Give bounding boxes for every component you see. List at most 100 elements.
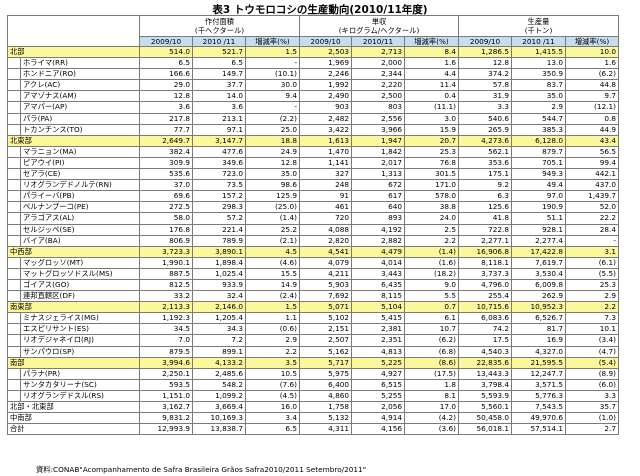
table-cell: 3.1: [565, 245, 619, 258]
table-cell: 5,071: [299, 301, 352, 314]
table-cell: 2,490: [299, 90, 352, 103]
table-cell: 272.5: [139, 201, 193, 214]
table-cell: 4,541: [299, 245, 352, 258]
table-cell: 1,025.4: [192, 267, 246, 280]
row-label: 中南部: [7, 412, 140, 425]
table-cell: 6,083.6: [458, 312, 512, 325]
table-cell: 77.7: [139, 123, 193, 136]
table-cell: 58.0: [139, 212, 193, 225]
table-cell: 1.5: [245, 301, 300, 314]
table-cell: 3,669.4: [192, 400, 246, 414]
table-row: パラ(PA) 217.8 213.1 (2.2) 2,482 2,556 3.0 540.6 5…: [7, 112, 619, 125]
table-cell: 20.7: [404, 134, 459, 147]
table-cell: 74.2: [458, 323, 512, 336]
row-label: ミナスジェライス(MG): [20, 312, 140, 325]
table-cell: 2.2: [565, 301, 619, 314]
table-cell: 6,435: [351, 278, 405, 292]
table-cell: 2.5: [404, 223, 459, 236]
row-label: ホライマ(RR): [20, 57, 140, 70]
indent-cell: [7, 267, 21, 280]
table-cell: 1,969: [299, 57, 352, 70]
table-cell: 22.2: [565, 212, 619, 225]
table-cell: 13,838.7: [192, 423, 246, 436]
row-label: マラニョン(MA): [20, 145, 140, 158]
table-cell: 933.9: [192, 278, 246, 292]
header-column-6: 2009/10: [458, 36, 512, 47]
table-cell: 3,723.3: [139, 245, 193, 258]
row-label: 南部: [7, 356, 140, 369]
table-cell: 2,146.0: [192, 301, 246, 314]
header-group-1: 単収 (キログラム/ヘクタール): [299, 15, 459, 37]
table-cell: 37.0: [139, 179, 193, 192]
row-label: ゴイアス(GO): [20, 278, 140, 292]
table-row: サンタカタリーナ(SC) 593.5 548.2 (7.6) 6,400 6,515 1.8…: [7, 378, 619, 391]
table-cell: 2,277.4: [511, 234, 566, 247]
table-cell: 3,966: [351, 123, 405, 136]
table-cell: 928.1: [511, 223, 566, 236]
row-label: サンタカタリーナ(SC): [20, 378, 140, 391]
table-cell: 879.5: [139, 345, 193, 358]
row-label: バイア(BA): [20, 234, 140, 247]
header-group-unit: (千ヘクタール): [194, 26, 245, 35]
table-cell: 2,344: [351, 68, 405, 81]
table-cell: 9.0: [404, 278, 459, 292]
table-cell: 157.2: [192, 190, 246, 203]
table-cell: 248: [299, 179, 352, 192]
table-cell: 949.3: [511, 168, 566, 181]
indent-cell: [7, 234, 21, 247]
table-cell: 35.0: [245, 168, 300, 181]
table-cell: 13,443.3: [458, 367, 512, 380]
table-cell: (2.1): [245, 234, 300, 247]
indent-cell: [7, 290, 21, 303]
table-cell: 382.4: [139, 145, 193, 158]
table-row: 北東部 2,649.7 3,147.7 18.8 1,613 1,947 20.7 4,273…: [7, 134, 619, 147]
table-cell: 461: [299, 201, 352, 214]
table-cell: 69.6: [139, 190, 193, 203]
table-cell: 28.4: [565, 223, 619, 236]
header-column-4: 2010/11: [351, 36, 405, 47]
indent-cell: [7, 201, 21, 214]
table-cell: (18.2): [404, 267, 459, 280]
table-cell: 57.2: [192, 212, 246, 225]
table-cell: 477.6: [192, 145, 246, 158]
table-cell: 43.4: [565, 134, 619, 147]
table-row: アマパー(AP) 3.6 3.6-903 803 (11.1) 3.3 2.9 (12.1): [7, 101, 619, 114]
table-cell: 2,482: [299, 112, 352, 125]
table-row: エスピリサント(ES) 34.5 34.3 (0.6) 2,151 2,381 10.7 74…: [7, 323, 619, 336]
table-cell: 540.6: [458, 112, 512, 125]
table-cell: 5,560.1: [458, 400, 512, 414]
indent-cell: [7, 345, 21, 358]
table-cell: 548.2: [192, 378, 246, 391]
indent-cell: [7, 278, 21, 292]
header-row-groups: 作付面積 (千ヘクタール) 単収 (キログラム/ヘクタール) 生産量 (千トン): [7, 15, 619, 47]
table-cell: 3.4: [245, 412, 300, 425]
table-cell: 217.8: [139, 112, 193, 125]
header-column-1: 2010 /11: [192, 36, 246, 47]
table-cell: (6.2): [565, 68, 619, 81]
table-cell: 17.0: [404, 400, 459, 414]
table-cell: 2,500: [351, 90, 405, 103]
table-cell: 5,255: [351, 389, 405, 403]
indent-cell: [7, 123, 21, 136]
table-cell: (7.6): [245, 378, 300, 391]
table-cell: (10.1): [245, 68, 300, 81]
table-cell: 4,479: [351, 245, 405, 258]
table-cell: (6.1): [565, 256, 619, 269]
table-cell: 262.9: [511, 290, 566, 303]
indent-cell: [7, 223, 21, 236]
table-cell: 4,914: [351, 412, 405, 425]
table-cell: 12.8: [139, 90, 193, 103]
table-cell: 4,327.0: [511, 345, 566, 358]
table-cell: 3.0: [404, 112, 459, 125]
table-cell: 893: [351, 212, 405, 225]
row-label: セルジッペ(SE): [20, 223, 140, 236]
table-cell: 6,515: [351, 378, 405, 391]
table-cell: 10.0: [565, 45, 619, 59]
table-cell: 1.1: [245, 312, 300, 325]
table-cell: 2,649.7: [139, 134, 193, 147]
table-cell: 32.4: [192, 290, 246, 303]
table-cell: 171.0: [404, 179, 459, 192]
header-corner: [7, 15, 140, 47]
row-label: 北部・北東部: [7, 400, 140, 414]
